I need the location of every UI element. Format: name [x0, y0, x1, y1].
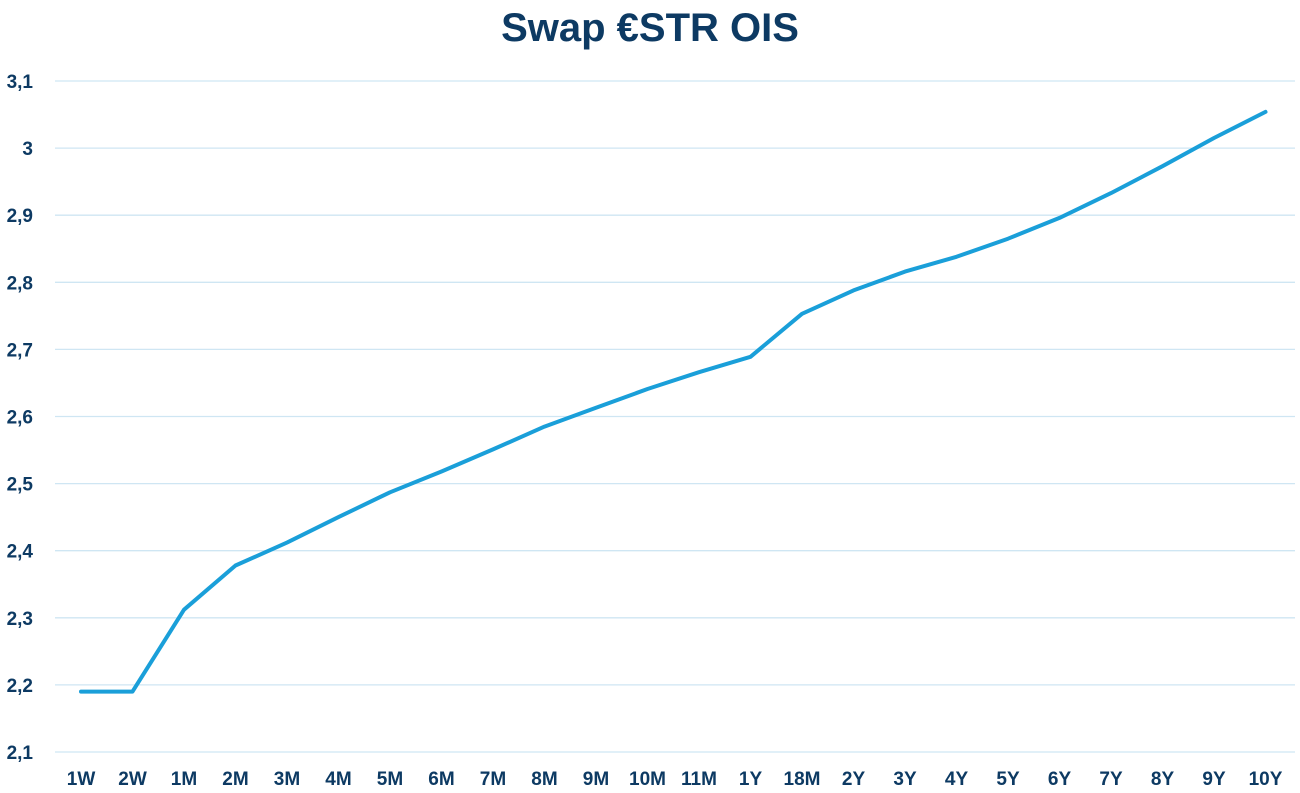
- x-tick-label: 1W: [67, 769, 96, 790]
- x-tick-label: 9M: [583, 769, 609, 790]
- x-tick-label: 7Y: [1099, 769, 1123, 790]
- x-tick-label: 5M: [377, 769, 403, 790]
- y-tick-label: 2,9: [7, 206, 33, 227]
- grid-lines: [55, 80, 1295, 753]
- x-tick-label: 3M: [274, 769, 300, 790]
- y-axis-tick-labels: 2,1 2,2 2,3 2,4 2,5 2,6 2,7 2,8 2,9 3 3,1: [7, 72, 34, 764]
- y-tick-label: 2,4: [7, 542, 34, 563]
- y-tick-label: 2,1: [7, 743, 34, 764]
- y-tick-label: 3,1: [7, 72, 34, 93]
- x-tick-label: 3Y: [893, 769, 917, 790]
- y-tick-label: 2,6: [7, 408, 33, 429]
- y-tick-label: 2,7: [7, 340, 33, 361]
- x-tick-label: 8Y: [1151, 769, 1175, 790]
- x-tick-label: 6M: [428, 769, 454, 790]
- x-tick-label: 2M: [222, 769, 248, 790]
- x-tick-label: 4Y: [945, 769, 969, 790]
- x-tick-label: 2W: [118, 769, 147, 790]
- series-line-path: [79, 109, 1268, 694]
- x-tick-label: 10M: [629, 769, 666, 790]
- x-tick-label: 18M: [784, 769, 821, 790]
- y-tick-label: 2,8: [7, 273, 33, 294]
- x-tick-label: 5Y: [996, 769, 1020, 790]
- x-tick-label: 1Y: [739, 769, 763, 790]
- y-tick-label: 2,3: [7, 609, 33, 630]
- x-tick-label: 9Y: [1202, 769, 1226, 790]
- y-tick-label: 2,5: [7, 475, 34, 496]
- x-tick-label: 7M: [480, 769, 506, 790]
- x-tick-label: 4M: [325, 769, 351, 790]
- x-tick-label: 8M: [531, 769, 557, 790]
- y-tick-label: 2,2: [7, 676, 33, 697]
- x-tick-label: 1M: [171, 769, 197, 790]
- x-tick-label: 11M: [681, 769, 717, 790]
- y-tick-label: 3: [22, 139, 33, 160]
- x-tick-label: 10Y: [1249, 769, 1283, 790]
- x-tick-label: 2Y: [842, 769, 866, 790]
- x-tick-label: 6Y: [1048, 769, 1072, 790]
- x-axis-tick-labels: 1W 2W 1M 2M 3M 4M 5M 6M 7M 8M 9M 10M 11M 1Y 18M 2Y 3Y 4Y 5…: [67, 769, 1283, 790]
- series-line: [79, 109, 1268, 694]
- chart-title: Swap €STR OIS: [501, 6, 799, 50]
